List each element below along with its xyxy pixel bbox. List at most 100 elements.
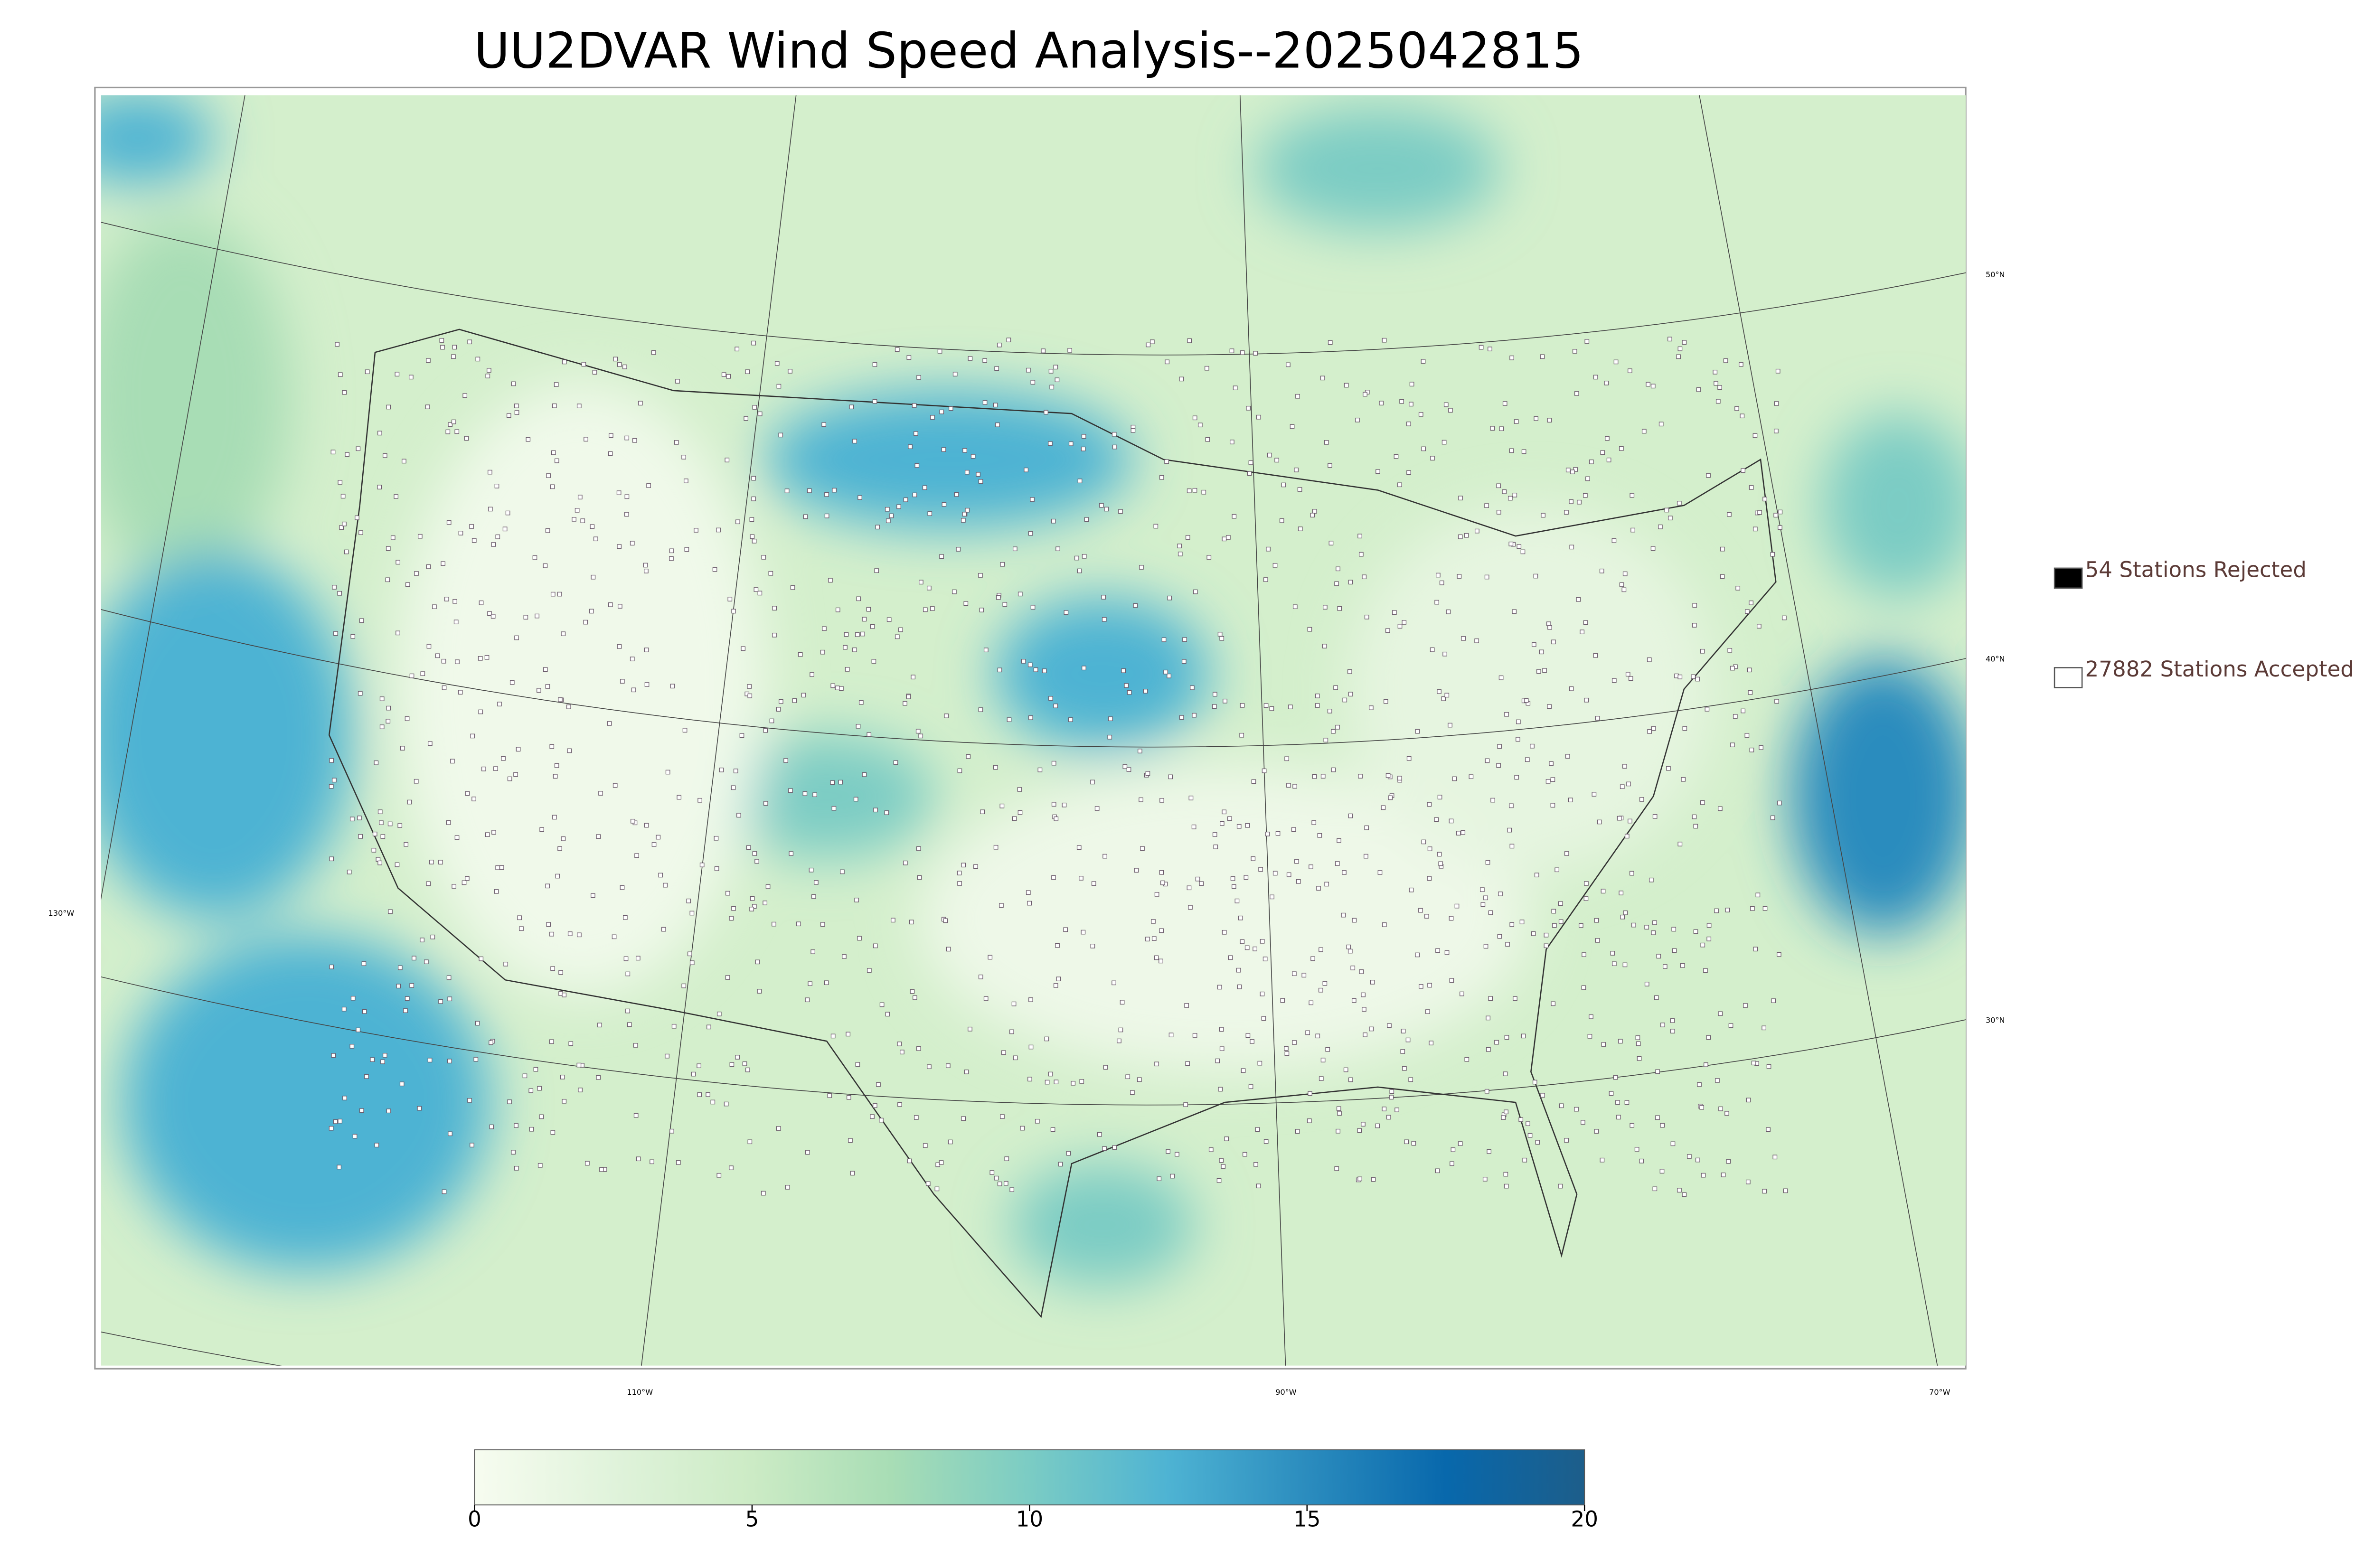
station [1484,574,1489,580]
station [1664,507,1669,513]
station [1628,818,1632,824]
station [820,649,825,655]
station [1222,809,1227,815]
station [424,959,429,964]
station [1735,586,1741,591]
station [1518,1117,1524,1122]
station [1421,359,1426,364]
station [913,995,917,1000]
station [388,909,393,914]
station [1569,686,1574,691]
station [980,809,985,814]
station [452,599,457,604]
station [1187,488,1192,493]
station [1636,1041,1641,1046]
station [930,606,935,611]
station [1288,704,1293,709]
legend-label: 27882 Stations Accepted [2085,657,2354,682]
station [1469,774,1474,779]
station [761,1191,766,1196]
station [824,492,829,497]
station [874,568,879,573]
station [1336,1128,1340,1134]
station [854,898,859,902]
station [1449,916,1454,921]
station [997,1181,1002,1186]
station [1229,348,1234,353]
station [385,577,390,582]
station [1397,776,1402,781]
station [1619,582,1624,587]
station [665,770,670,775]
station [1441,696,1446,701]
station [403,1008,408,1013]
station [1139,797,1143,802]
station [1322,981,1328,986]
station [1659,1169,1665,1174]
station [1601,1042,1606,1047]
station [1650,546,1656,551]
station [636,1156,641,1162]
station [1706,923,1712,928]
station [1234,898,1240,903]
station [916,846,921,851]
station [412,956,416,961]
station [1236,967,1241,973]
station [1620,914,1625,920]
station [467,1098,472,1103]
station [1498,892,1503,896]
station [1558,919,1564,924]
station [633,1043,638,1048]
station [644,682,650,687]
station [872,362,877,367]
station [497,702,502,706]
station [1192,713,1196,718]
station [1755,892,1761,898]
station [968,1026,972,1032]
station [749,907,754,911]
station [1260,939,1265,944]
station [858,700,864,705]
station [656,835,661,840]
station [1397,482,1402,488]
station [1382,922,1387,927]
station [1667,337,1672,342]
station [439,338,444,343]
station [952,372,958,376]
station [1256,1183,1261,1189]
station [1394,454,1399,459]
station [1625,672,1630,677]
station [995,423,1000,427]
station [1670,1029,1675,1033]
station [1284,1046,1289,1051]
station [750,896,755,901]
station [1068,441,1074,446]
station [1310,956,1315,961]
station [1545,779,1551,784]
station [1301,973,1307,978]
station [1606,458,1611,462]
station [365,369,370,375]
station [577,932,582,938]
station [1687,1154,1692,1159]
station [885,507,890,512]
station [1662,964,1667,969]
station [1197,423,1203,428]
station [1361,1122,1366,1127]
station [609,433,613,438]
station [1691,674,1696,679]
legend-label: 54 Stations Rejected [2085,557,2307,582]
station [1533,573,1538,579]
station [942,502,947,507]
station [624,512,629,517]
station [377,860,382,865]
station [1647,729,1652,734]
station [699,863,705,867]
station [965,507,970,513]
station [1292,604,1298,609]
station [719,768,724,772]
station [432,604,437,609]
station [776,707,781,712]
station [1094,806,1100,811]
station [1358,774,1363,779]
